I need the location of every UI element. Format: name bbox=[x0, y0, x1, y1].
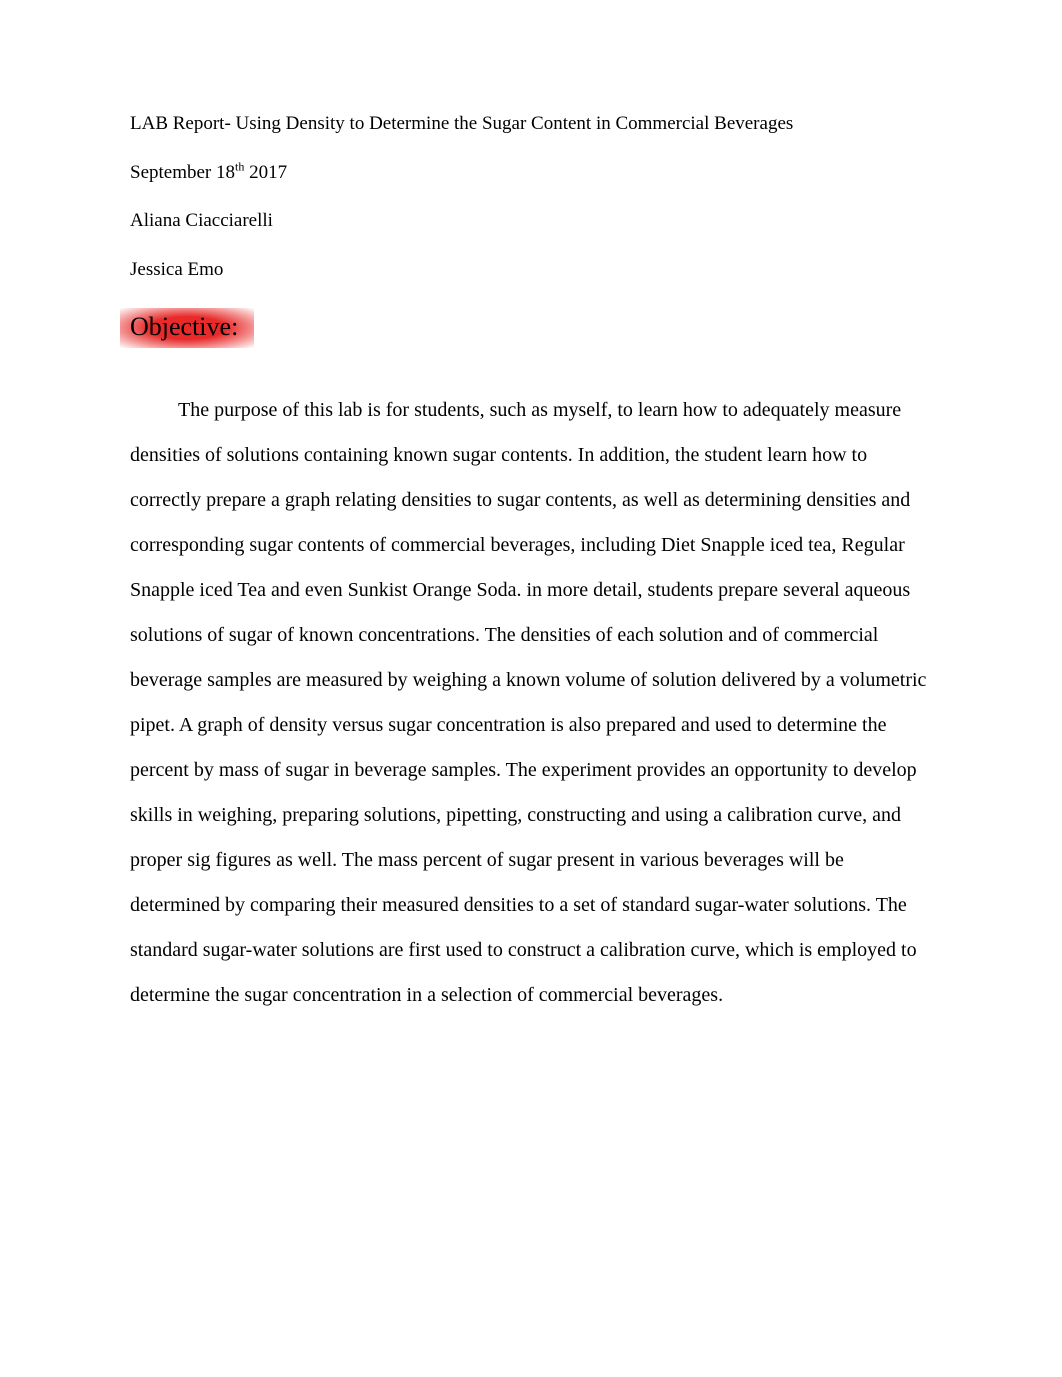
section-heading-objective: Objective: bbox=[120, 308, 254, 348]
date-ordinal-suffix: th bbox=[235, 159, 244, 173]
author-name-1: Aliana Ciacciarelli bbox=[130, 207, 932, 236]
author-name-2: Jessica Emo bbox=[130, 256, 932, 285]
report-title: LAB Report- Using Density to Determine t… bbox=[130, 110, 932, 139]
report-date: September 18th 2017 bbox=[130, 159, 932, 188]
date-after: 2017 bbox=[244, 162, 287, 183]
date-before: September 18 bbox=[130, 162, 235, 183]
objective-paragraph: The purpose of this lab is for students,… bbox=[130, 388, 932, 1018]
